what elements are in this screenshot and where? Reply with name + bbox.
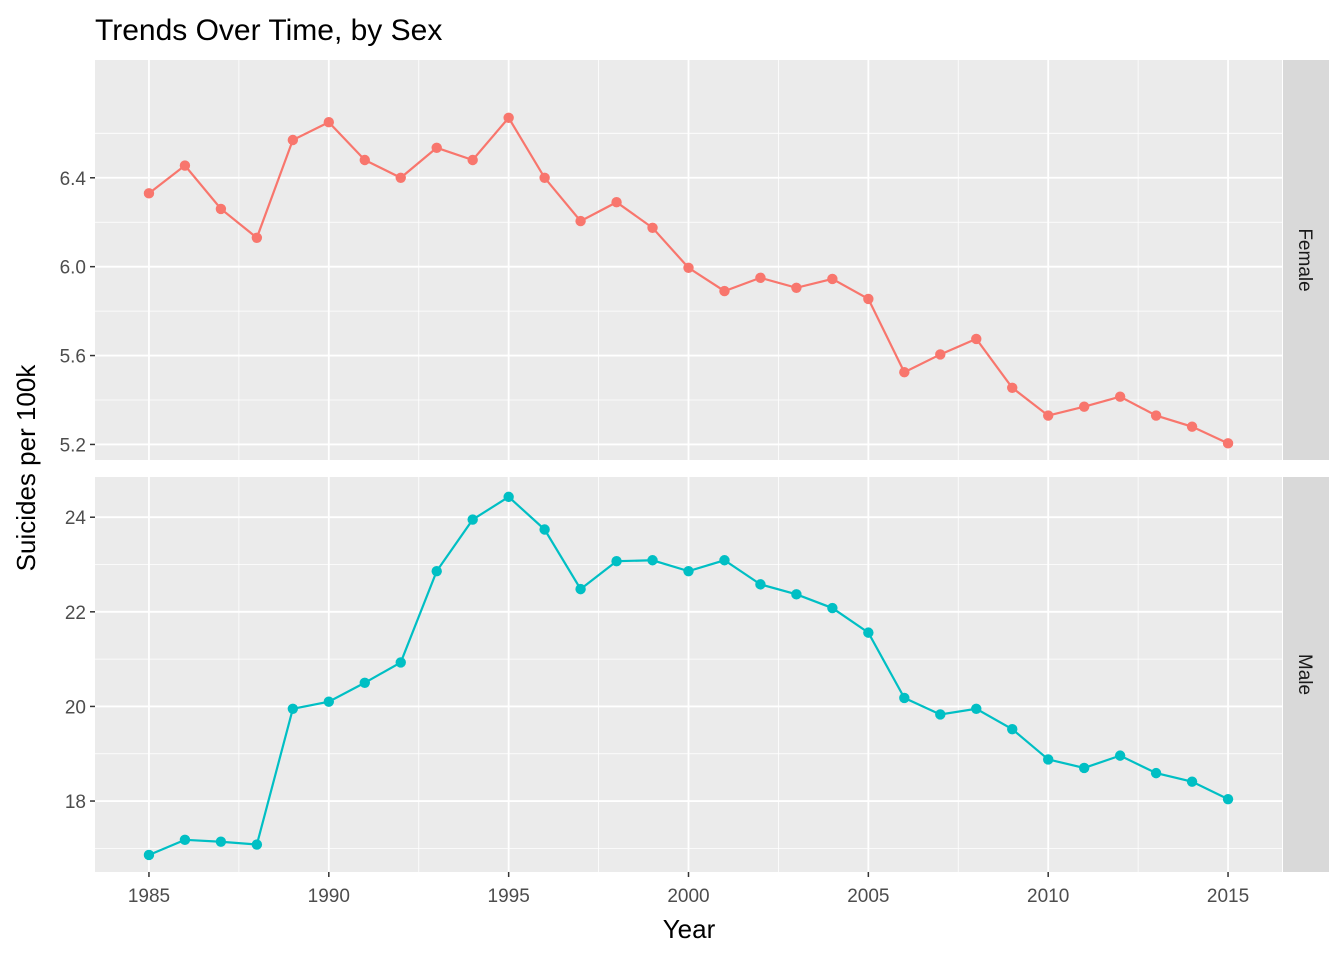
- data-point: [143, 849, 155, 861]
- data-point: [179, 160, 191, 171]
- data-point: [215, 203, 227, 215]
- data-point: [359, 154, 370, 166]
- data-point: [755, 579, 766, 590]
- data-point: [215, 836, 227, 847]
- data-point: [611, 556, 622, 567]
- y-tick-label: 5.6: [60, 347, 86, 368]
- y-tick-label: 22: [65, 603, 86, 624]
- x-tick-label: 2010: [1027, 886, 1069, 907]
- data-point: [827, 273, 838, 285]
- data-point: [503, 491, 514, 503]
- data-point: [647, 222, 658, 233]
- data-point: [971, 333, 982, 345]
- data-point: [1150, 410, 1162, 421]
- data-point: [1150, 767, 1162, 779]
- x-tick-label: 2005: [847, 886, 889, 907]
- data-point: [791, 589, 802, 600]
- data-point: [935, 349, 946, 360]
- data-point: [575, 215, 586, 227]
- data-point: [323, 696, 335, 707]
- data-point: [791, 282, 802, 293]
- data-point: [1114, 391, 1126, 402]
- y-tick-label: 5.2: [60, 435, 86, 456]
- data-point: [287, 703, 299, 714]
- data-point: [395, 657, 406, 668]
- data-point: [899, 692, 910, 704]
- data-point: [1222, 793, 1234, 805]
- data-point: [611, 197, 622, 208]
- data-point: [251, 839, 263, 850]
- facet-strip-label: Female: [1294, 228, 1315, 291]
- data-point: [971, 703, 982, 714]
- data-point: [143, 188, 155, 199]
- data-point: [395, 172, 406, 183]
- data-point: [539, 172, 550, 183]
- data-point: [719, 555, 730, 566]
- y-tick-label: 20: [65, 697, 86, 718]
- data-point: [1078, 762, 1090, 774]
- x-tick-label: 1985: [128, 886, 170, 907]
- data-point: [1007, 382, 1018, 393]
- data-point: [647, 555, 658, 566]
- y-tick-label: 6.0: [60, 258, 86, 279]
- chart-panels: 5.2 5.6 6.0 6.4 Female 18 20 22 24 Male: [60, 60, 1329, 872]
- data-point: [1042, 410, 1054, 421]
- data-point: [1042, 754, 1054, 765]
- facet-strip: [1283, 60, 1329, 460]
- data-point: [323, 117, 335, 128]
- data-point: [1186, 776, 1198, 787]
- data-point: [863, 627, 874, 638]
- data-point: [1222, 438, 1234, 449]
- data-point: [1114, 750, 1126, 761]
- data-point: [431, 565, 442, 577]
- data-point: [755, 272, 766, 283]
- y-axis-title: Suicides per 100k: [11, 364, 41, 572]
- x-axis: 1985 1990 1995 2000 2005 2010 2015: [128, 872, 1249, 907]
- data-point: [431, 142, 442, 153]
- y-tick-label: 6.4: [60, 169, 87, 190]
- data-point: [719, 285, 730, 297]
- data-point: [179, 834, 191, 846]
- data-point: [287, 134, 299, 146]
- data-point: [1007, 723, 1018, 735]
- facet-strip-label: Male: [1294, 654, 1315, 695]
- data-point: [899, 367, 910, 378]
- y-tick-label: 18: [65, 792, 86, 813]
- data-point: [683, 565, 694, 577]
- data-point: [1078, 401, 1090, 412]
- data-point: [359, 677, 370, 688]
- x-tick-label: 2000: [667, 886, 709, 907]
- panel-female: 5.2 5.6 6.0 6.4 Female: [60, 60, 1329, 460]
- x-tick-label: 1995: [488, 886, 530, 907]
- data-point: [683, 262, 694, 273]
- y-tick-label: 24: [65, 508, 87, 529]
- panel-male: 18 20 22 24 Male: [65, 477, 1329, 872]
- data-point: [827, 602, 838, 614]
- facet-strip: [1283, 477, 1329, 872]
- data-point: [251, 232, 263, 243]
- data-point: [1186, 421, 1198, 432]
- data-point: [467, 514, 478, 525]
- data-point: [467, 154, 478, 166]
- x-axis-title: Year: [663, 914, 716, 944]
- chart-title: Trends Over Time, by Sex: [95, 14, 442, 47]
- x-tick-label: 1990: [308, 886, 350, 907]
- data-point: [863, 293, 874, 305]
- data-point: [503, 112, 514, 123]
- x-tick-label: 2015: [1207, 886, 1249, 907]
- data-point: [575, 583, 586, 595]
- data-point: [539, 524, 550, 535]
- data-point: [935, 709, 946, 720]
